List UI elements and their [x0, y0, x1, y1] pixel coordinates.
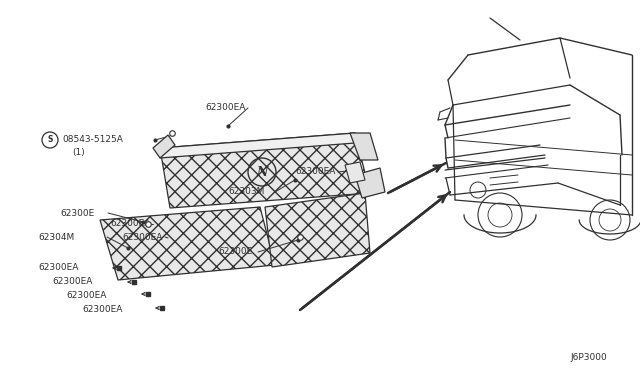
Text: 62300EA: 62300EA [122, 232, 163, 241]
Polygon shape [355, 168, 385, 198]
Text: 62300E: 62300E [218, 247, 252, 257]
Text: 62300EA: 62300EA [82, 305, 122, 314]
Text: 62300EA: 62300EA [295, 167, 335, 176]
Polygon shape [160, 133, 370, 208]
Text: 62300E: 62300E [60, 208, 94, 218]
Text: J6P3000: J6P3000 [570, 353, 607, 362]
Polygon shape [265, 193, 370, 267]
Text: 62300EA: 62300EA [66, 291, 106, 299]
Text: S: S [47, 135, 52, 144]
Text: 62303M: 62303M [228, 187, 264, 196]
Text: 62300EA: 62300EA [52, 276, 92, 285]
Text: 62300EA: 62300EA [38, 263, 78, 272]
Polygon shape [345, 162, 365, 183]
Text: N: N [256, 166, 268, 179]
Text: 62300EA: 62300EA [205, 103, 245, 112]
Text: (1): (1) [72, 148, 84, 157]
Text: 62300EA: 62300EA [110, 219, 150, 228]
Polygon shape [350, 133, 378, 160]
Polygon shape [160, 133, 355, 158]
Polygon shape [100, 207, 275, 280]
Text: 08543-5125A: 08543-5125A [62, 135, 123, 144]
Polygon shape [153, 135, 175, 158]
Text: 62304M: 62304M [38, 232, 74, 241]
